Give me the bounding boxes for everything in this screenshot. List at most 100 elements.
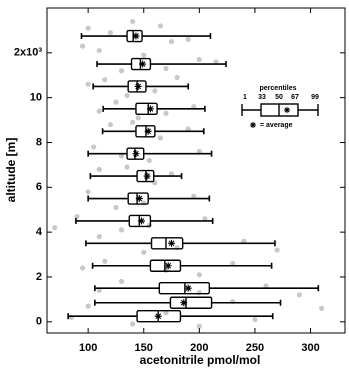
- scatter-point: [168, 39, 175, 45]
- x-tick-label: 100: [79, 342, 97, 354]
- y-tick-label: 8: [36, 136, 42, 148]
- scatter-point: [174, 74, 180, 81]
- scatter-point: [141, 200, 147, 206]
- scatter-point: [196, 290, 202, 296]
- scatter-point: [118, 153, 125, 159]
- x-axis-label: acetonitrile pmol/mol: [140, 353, 261, 367]
- average-marker: [180, 299, 188, 307]
- scatter-point: [96, 108, 102, 114]
- scatter-point: [85, 303, 91, 309]
- box-layer: [67, 29, 320, 323]
- scatter-point: [96, 47, 102, 54]
- box: [126, 29, 143, 43]
- y-tick-label: 10: [30, 92, 42, 104]
- legend-percentile: 50: [275, 94, 283, 101]
- scatter-point: [113, 99, 119, 105]
- scatter-point: [296, 292, 303, 298]
- average-marker: [154, 312, 162, 320]
- scatter-point: [91, 144, 97, 150]
- scatter-point: [124, 164, 130, 170]
- scatter-point: [274, 247, 280, 253]
- average-marker: [168, 239, 176, 247]
- average-marker: [146, 105, 154, 113]
- average-marker: [132, 150, 140, 158]
- scatter-point: [174, 245, 180, 251]
- scatter-point: [79, 43, 86, 49]
- y-tick-label: 0: [36, 316, 42, 328]
- x-tick-label: 200: [190, 342, 208, 354]
- scatter-point: [319, 305, 325, 311]
- average-marker: [164, 262, 172, 270]
- scatter-point: [118, 278, 125, 285]
- scatter-point: [135, 115, 141, 121]
- average-marker: [139, 60, 147, 68]
- scatter-point: [163, 310, 169, 316]
- legend-title: percentiles: [260, 85, 297, 92]
- scatter-point: [79, 265, 86, 271]
- scatter-point: [130, 321, 136, 327]
- scatter-point: [252, 316, 258, 323]
- scatter-point: [230, 260, 236, 267]
- y-tick-label: 2: [36, 271, 42, 283]
- scatter-point: [130, 119, 136, 125]
- legend-average: [284, 107, 290, 113]
- average-marker: [184, 284, 192, 292]
- scatter-point: [85, 81, 91, 87]
- scatter-point: [102, 258, 108, 264]
- legend-percentile: 33: [258, 94, 266, 101]
- scatter-point: [118, 68, 125, 74]
- scatter-point: [185, 36, 191, 42]
- box: [150, 237, 184, 250]
- average-marker: [132, 32, 140, 40]
- plot-frame: [46, 7, 346, 334]
- box: [169, 296, 213, 309]
- scatter-point: [141, 52, 147, 58]
- scatter-point: [130, 18, 136, 25]
- scatter-point: [102, 77, 108, 83]
- scatter-point: [96, 234, 102, 240]
- legend: percentiles 1 33 50 67 99 = average: [241, 85, 319, 129]
- scatter-point: [152, 88, 158, 94]
- average-marker: [144, 127, 152, 135]
- scatter-point: [146, 157, 152, 164]
- scatter-point: [196, 323, 202, 329]
- y-tick-label: 4: [36, 226, 43, 238]
- scatter-point: [163, 110, 169, 116]
- scatter-point: [185, 126, 191, 132]
- scatter-point: [196, 148, 202, 155]
- scatter-point: [241, 238, 247, 244]
- x-tick-label: 250: [246, 342, 264, 354]
- legend-average-key: [250, 122, 256, 128]
- x-tick-label: 150: [135, 342, 153, 354]
- scatter-point: [52, 225, 58, 231]
- average-marker: [138, 217, 146, 225]
- scatter-point: [85, 25, 91, 31]
- scatter-point: [113, 204, 119, 211]
- scatter-point: [146, 222, 152, 229]
- x-tick-label: 300: [301, 342, 319, 354]
- scatter-point: [157, 135, 164, 141]
- scatter-point: [124, 92, 130, 99]
- legend-percentile: 67: [291, 94, 299, 101]
- average-marker: [134, 82, 142, 90]
- scatter-point: [213, 59, 219, 65]
- scatter-point: [196, 272, 202, 278]
- scatter-point: [163, 65, 169, 72]
- box: [127, 192, 149, 205]
- legend-percentile: 99: [311, 94, 319, 101]
- average-marker: [135, 195, 143, 203]
- average-marker: [143, 172, 151, 180]
- scatter-point: [96, 287, 102, 294]
- scatter-point: [191, 104, 197, 110]
- scatter-point: [263, 283, 269, 289]
- scatter-point: [107, 121, 113, 128]
- scatter-point: [74, 213, 80, 220]
- scatter-point: [85, 189, 91, 195]
- y-axis-label: altitude [m]: [4, 138, 18, 203]
- legend-percentile: 1: [243, 94, 247, 101]
- scatter-point: [168, 171, 175, 177]
- scatter-point: [141, 249, 147, 255]
- box: [135, 102, 158, 116]
- scatter-point: [157, 23, 164, 29]
